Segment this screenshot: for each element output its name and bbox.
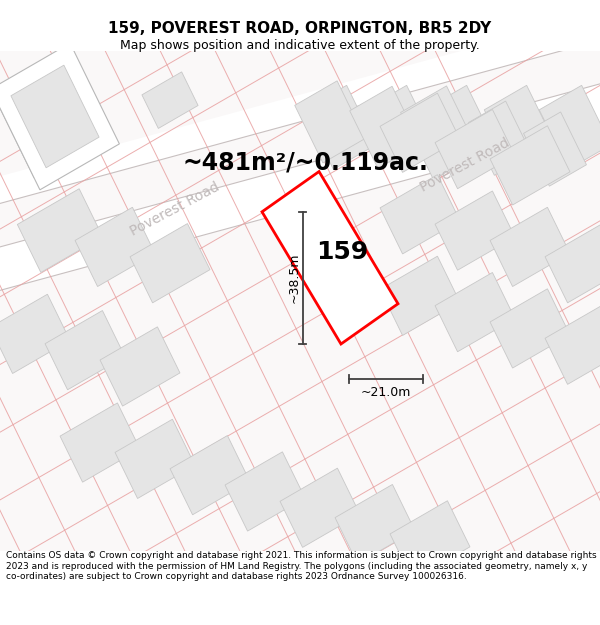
Polygon shape (0, 294, 70, 374)
Polygon shape (0, 66, 78, 178)
Text: ~38.5m: ~38.5m (287, 253, 301, 303)
Polygon shape (380, 174, 460, 254)
Text: 159, POVEREST ROAD, ORPINGTON, BR5 2DY: 159, POVEREST ROAD, ORPINGTON, BR5 2DY (109, 21, 491, 36)
Polygon shape (490, 126, 570, 205)
Polygon shape (265, 174, 395, 341)
Polygon shape (170, 436, 250, 515)
Text: ~481m²/~0.119ac.: ~481m²/~0.119ac. (182, 150, 428, 174)
Polygon shape (280, 468, 360, 548)
Polygon shape (390, 501, 470, 580)
Polygon shape (75, 208, 155, 286)
Polygon shape (380, 256, 460, 336)
Polygon shape (335, 484, 415, 564)
Polygon shape (490, 289, 570, 368)
Polygon shape (100, 327, 180, 406)
Polygon shape (350, 86, 420, 168)
Polygon shape (524, 112, 586, 186)
Polygon shape (304, 86, 376, 169)
Text: ~21.0m: ~21.0m (361, 386, 411, 399)
Polygon shape (295, 81, 365, 163)
Polygon shape (539, 86, 600, 169)
Text: Poverest Road: Poverest Road (418, 136, 512, 195)
Text: Map shows position and indicative extent of the property.: Map shows position and indicative extent… (120, 39, 480, 51)
Polygon shape (469, 101, 532, 176)
Polygon shape (17, 189, 103, 272)
Polygon shape (115, 419, 195, 499)
Polygon shape (0, 43, 119, 190)
Polygon shape (225, 452, 305, 531)
Polygon shape (142, 72, 198, 129)
Polygon shape (401, 86, 479, 179)
Polygon shape (0, 0, 600, 231)
Polygon shape (0, 57, 600, 318)
Polygon shape (424, 86, 496, 169)
Polygon shape (364, 86, 436, 169)
Text: 159: 159 (316, 241, 368, 264)
Polygon shape (262, 171, 398, 344)
Polygon shape (130, 224, 210, 303)
Polygon shape (435, 272, 515, 352)
Polygon shape (435, 191, 515, 270)
Polygon shape (490, 208, 570, 286)
Polygon shape (545, 224, 600, 303)
Text: Contains OS data © Crown copyright and database right 2021. This information is : Contains OS data © Crown copyright and d… (6, 551, 596, 581)
Polygon shape (545, 305, 600, 384)
Polygon shape (5, 81, 65, 163)
Polygon shape (484, 86, 556, 169)
Polygon shape (60, 403, 140, 482)
Polygon shape (45, 311, 125, 390)
Text: Poverest Road: Poverest Road (128, 179, 222, 238)
Polygon shape (380, 93, 460, 172)
Polygon shape (435, 109, 515, 189)
Polygon shape (10, 74, 110, 170)
Polygon shape (11, 65, 99, 168)
